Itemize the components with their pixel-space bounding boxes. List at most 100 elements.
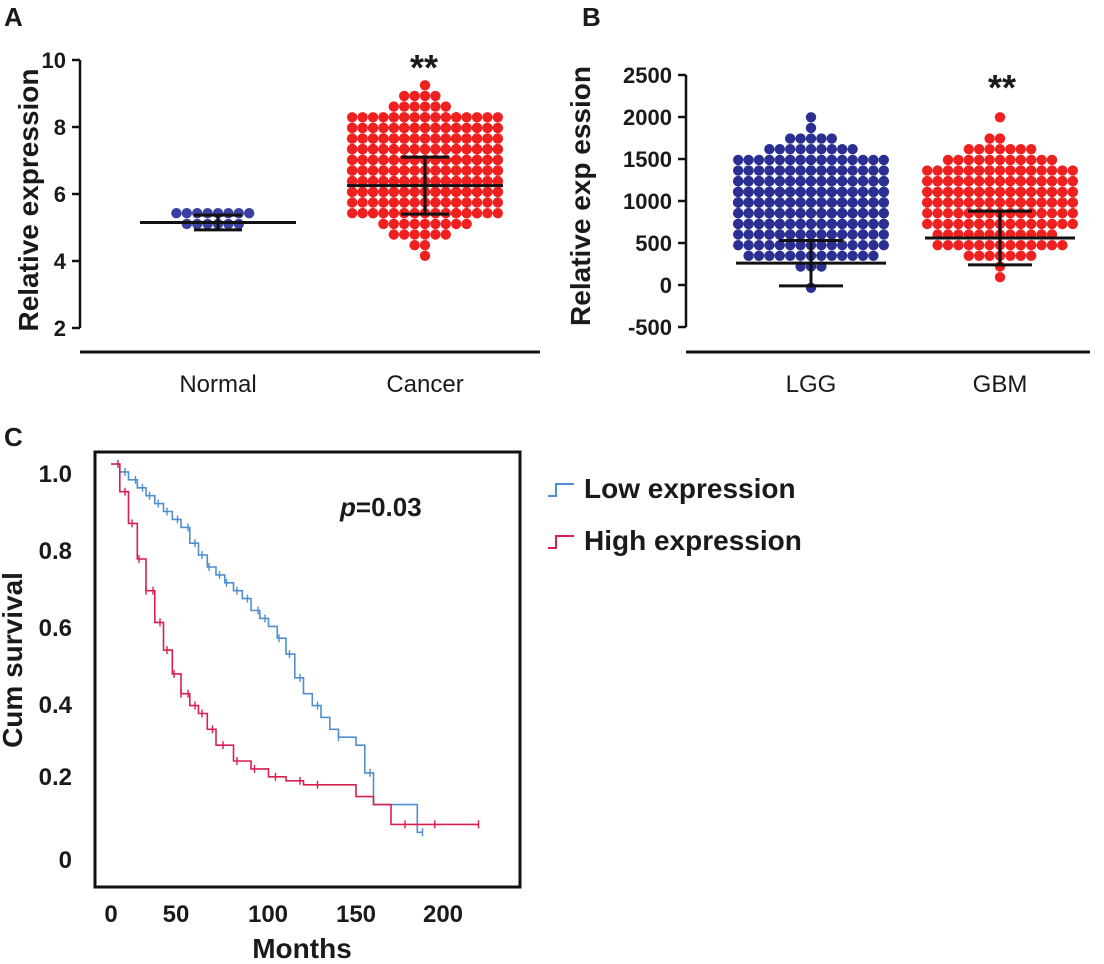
data-point — [795, 250, 806, 261]
panel-b-points — [733, 112, 1079, 293]
data-point — [430, 186, 441, 198]
data-point — [837, 165, 848, 176]
data-point — [451, 133, 462, 144]
data-point — [837, 144, 848, 155]
data-point — [785, 218, 796, 230]
data-point — [963, 208, 974, 219]
data-point — [482, 165, 493, 176]
data-point — [388, 112, 399, 123]
data-point — [857, 165, 869, 176]
data-point — [1067, 218, 1079, 230]
data-point — [482, 197, 493, 208]
data-point — [816, 186, 827, 198]
data-point — [244, 208, 255, 219]
data-point — [223, 208, 234, 219]
data-point — [753, 208, 765, 219]
panel-c-x-tick-label: 100 — [248, 901, 288, 928]
data-point — [994, 272, 1006, 283]
data-point — [378, 122, 389, 134]
legend-item-high-expression: High expression — [548, 525, 802, 556]
data-point — [1026, 240, 1037, 251]
data-point — [471, 165, 483, 176]
data-point — [388, 154, 399, 166]
panel-b-tick-label: 1000 — [623, 189, 672, 214]
data-point — [743, 186, 754, 198]
data-point — [795, 176, 806, 187]
data-point — [847, 240, 858, 251]
data-point — [826, 176, 837, 187]
data-point — [347, 154, 358, 166]
panel-a-points — [171, 80, 503, 261]
data-point — [805, 165, 817, 176]
data-point — [440, 186, 451, 198]
data-point — [753, 240, 765, 251]
data-point — [743, 154, 754, 166]
data-point — [826, 144, 837, 155]
data-point — [357, 133, 368, 144]
data-point — [795, 165, 806, 176]
legend-item-low-expression: Low expression — [548, 473, 796, 504]
data-point — [492, 176, 503, 187]
data-point — [409, 186, 420, 198]
data-point — [816, 133, 827, 144]
data-point — [963, 240, 974, 251]
data-point — [399, 176, 410, 187]
data-point — [764, 229, 775, 240]
data-point — [399, 229, 410, 240]
data-point — [1046, 176, 1058, 187]
data-point — [953, 208, 964, 219]
data-point — [482, 208, 493, 219]
data-point — [826, 208, 837, 219]
data-point — [1015, 165, 1026, 176]
data-point — [963, 154, 974, 166]
data-point — [367, 144, 379, 155]
data-point — [984, 186, 995, 198]
panel-c-p-value: p=0.03 — [339, 492, 422, 522]
data-point — [984, 176, 995, 187]
data-point — [1015, 154, 1026, 166]
data-point — [774, 165, 785, 176]
data-point — [171, 208, 182, 219]
data-point — [753, 186, 765, 198]
data-point — [974, 240, 985, 251]
survival-curve-high — [111, 463, 479, 826]
data-point — [367, 133, 379, 144]
data-point — [795, 144, 806, 155]
panel-a-y-ticks: 2 4 6 8 10 — [42, 48, 80, 341]
panel-c-x-tick-label: 150 — [336, 901, 376, 928]
panel-c-y-tick-label: 0.6 — [39, 615, 72, 642]
data-point — [837, 186, 848, 198]
data-point — [357, 186, 368, 198]
data-point — [357, 176, 368, 187]
data-point — [922, 165, 933, 176]
data-point — [1057, 240, 1068, 251]
data-point — [440, 165, 451, 176]
data-point — [953, 197, 964, 208]
data-point — [347, 144, 358, 155]
data-point — [878, 229, 889, 240]
data-point — [1046, 186, 1058, 198]
data-point — [816, 154, 827, 166]
data-point — [409, 133, 420, 144]
panel-c-x-tick-label: 50 — [163, 901, 190, 928]
data-point — [868, 250, 879, 261]
data-point — [399, 197, 410, 208]
data-point — [994, 197, 1006, 208]
data-point — [837, 197, 848, 208]
data-point — [409, 122, 420, 134]
data-point — [1046, 208, 1058, 219]
panel-label-c: C — [4, 422, 23, 452]
data-point — [202, 208, 213, 219]
data-point — [795, 240, 806, 251]
data-point — [1005, 165, 1016, 176]
data-point — [1005, 250, 1016, 261]
data-point — [1036, 197, 1047, 208]
data-point — [785, 154, 796, 166]
data-point — [953, 186, 964, 198]
data-point — [953, 176, 964, 187]
data-point — [795, 208, 806, 219]
legend-label-low: Low expression — [584, 473, 796, 504]
data-point — [378, 144, 389, 155]
data-point — [1026, 186, 1037, 198]
data-point — [419, 250, 431, 261]
